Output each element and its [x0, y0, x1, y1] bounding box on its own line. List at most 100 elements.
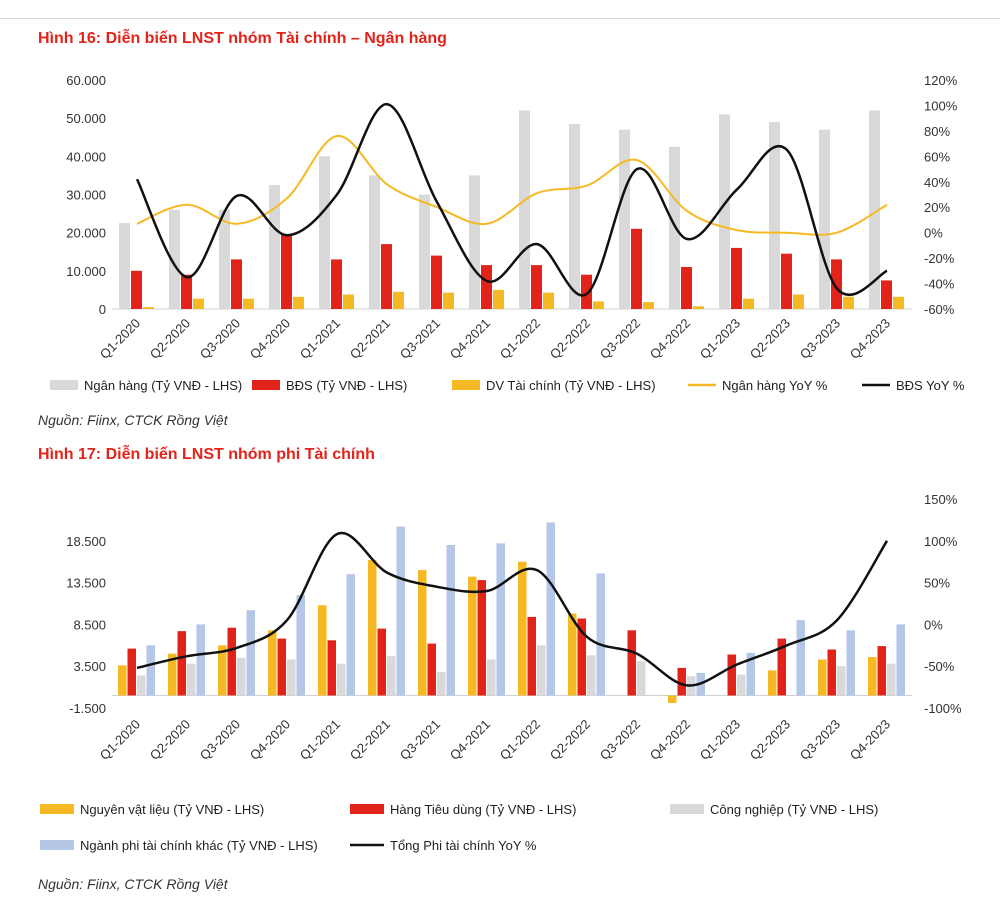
y-left-tick-label: 60.000 [66, 73, 106, 88]
bar-dv-tai-chinh [193, 298, 204, 309]
figure-17-chart: -1.500 3.500 8.500 13.500 18.500 -100% -50% 0% 5… [40, 492, 962, 853]
x-tick-label: Q2-2020 [147, 316, 193, 362]
legend-label: Công nghiệp (Tỷ VNĐ - LHS) [710, 802, 878, 817]
legend-item: BĐS (Tỷ VNĐ - LHS) [252, 378, 407, 393]
bar-nganh-phi-tai-chinh-khac [546, 522, 555, 696]
y-left-tick-label: 3.500 [73, 659, 106, 674]
x-tick-label: Q2-2022 [547, 316, 593, 362]
x-tick-label: Q4-2020 [247, 717, 293, 763]
x-tick-label: Q3-2023 [797, 316, 843, 362]
bar-hang-tieu-dung [227, 627, 236, 696]
bar-bds [431, 255, 442, 309]
y-right-tick-label: 40% [924, 175, 950, 190]
bar-ngan-hang [519, 110, 530, 309]
legend-label: Nguyên vật liệu (Tỷ VNĐ - LHS) [80, 802, 264, 817]
bar-bds [231, 259, 242, 309]
bar-bds [481, 265, 492, 309]
figure-16-source: Nguồn: Fiinx, CTCK Rồng Việt [38, 412, 228, 428]
bar-bds [731, 247, 742, 309]
legend-swatch [40, 804, 74, 814]
bar-nguyen-vat-lieu [518, 561, 527, 696]
bar-nguyen-vat-lieu [668, 695, 677, 703]
bar-cong-nghiep [337, 663, 346, 696]
figure-17-source: Nguồn: Fiinx, CTCK Rồng Việt [38, 876, 228, 892]
x-tick-label: Q4-2020 [247, 316, 293, 362]
x-tick-label: Q2-2021 [347, 316, 393, 362]
bar-hang-tieu-dung [727, 654, 736, 696]
bar-hang-tieu-dung [477, 580, 486, 696]
bar-cong-nghiep [437, 672, 446, 696]
legend-swatch [350, 804, 384, 814]
bar-bds [781, 253, 792, 309]
bar-nguyen-vat-lieu [468, 576, 477, 696]
x-tick-label: Q3-2022 [597, 717, 643, 763]
legend-item: Ngân hàng (Tỷ VNĐ - LHS) [50, 378, 242, 393]
y-left-tick-label: 20.000 [66, 226, 106, 241]
bar-ngan-hang [269, 185, 280, 309]
bar-nguyen-vat-lieu [118, 665, 127, 696]
bar-bds [381, 244, 392, 309]
bar-dv-tai-chinh [443, 292, 454, 309]
y-right-tick-label: -20% [924, 251, 955, 266]
bar-nganh-phi-tai-chinh-khac [446, 545, 455, 696]
bar-nganh-phi-tai-chinh-khac [296, 595, 305, 696]
line-tong-phi-tai-chinh-yoy [136, 531, 889, 687]
bar-ngan-hang [219, 209, 230, 309]
bar-nganh-phi-tai-chinh-khac [196, 624, 205, 696]
bar-dv-tai-chinh [243, 298, 254, 309]
bar-ngan-hang [319, 156, 330, 309]
bar-cong-nghiep [137, 675, 146, 696]
bar-dv-tai-chinh [543, 292, 554, 309]
y-right-tick-label: 50% [924, 576, 950, 591]
x-tick-label: Q4-2023 [847, 316, 893, 362]
bar-ngan-hang [669, 146, 680, 309]
y-left-tick-label: 50.000 [66, 111, 106, 126]
y-right-tick-label: 0% [924, 226, 943, 241]
x-tick-label: Q1-2021 [297, 717, 343, 763]
line-ngan-hang-yoy [136, 134, 888, 236]
bar-nganh-phi-tai-chinh-khac [896, 624, 905, 696]
bar-cong-nghiep [587, 655, 596, 696]
bar-cong-nghiep [837, 666, 846, 696]
bar-bds [281, 234, 292, 309]
bar-ngan-hang [119, 223, 130, 309]
bar-ngan-hang [419, 194, 430, 309]
legend-swatch [670, 804, 704, 814]
bar-bds [531, 265, 542, 309]
y-right-tick-label: 80% [924, 124, 950, 139]
bar-nganh-phi-tai-chinh-khac [596, 573, 605, 696]
x-tick-label: Q4-2021 [447, 316, 493, 362]
y-right-tick-label: 20% [924, 200, 950, 215]
x-tick-label: Q3-2023 [797, 717, 843, 763]
x-tick-label: Q2-2023 [747, 316, 793, 362]
legend-label: Ngân hàng (Tỷ VNĐ - LHS) [84, 378, 242, 393]
bar-bds [131, 270, 142, 309]
x-tick-label: Q1-2020 [97, 717, 143, 763]
y-right-tick-label: -100% [924, 701, 962, 716]
x-tick-label: Q3-2020 [197, 316, 243, 362]
bar-ngan-hang [719, 114, 730, 310]
bar-ngan-hang [619, 129, 630, 309]
y-right-tick-label: 100% [924, 534, 958, 549]
y-left-tick-label: 30.000 [66, 188, 106, 203]
legend-item: BĐS YoY % [862, 378, 965, 393]
bar-ngan-hang [469, 175, 480, 309]
x-tick-label: Q1-2022 [497, 316, 543, 362]
y-left-tick-label: 13.500 [66, 576, 106, 591]
legend-item: Nguyên vật liệu (Tỷ VNĐ - LHS) [40, 802, 264, 817]
bar-hang-tieu-dung [127, 648, 136, 696]
bar-ngan-hang [769, 122, 780, 309]
y-right-tick-label: -60% [924, 302, 955, 317]
y-right-tick-label: 0% [924, 617, 943, 632]
bar-dv-tai-chinh [843, 296, 854, 309]
y-left-tick-label: 0 [99, 302, 106, 317]
legend-item: Hàng Tiêu dùng (Tỷ VNĐ - LHS) [350, 802, 576, 817]
x-tick-label: Q3-2020 [197, 717, 243, 763]
legend-label: Tổng Phi tài chính YoY % [390, 838, 537, 853]
bar-bds [581, 274, 592, 309]
bar-bds [331, 259, 342, 309]
legend-item: Tổng Phi tài chính YoY % [350, 838, 537, 853]
x-tick-label: Q3-2021 [397, 717, 443, 763]
bar-cong-nghiep [637, 661, 646, 696]
bar-dv-tai-chinh [693, 306, 704, 309]
